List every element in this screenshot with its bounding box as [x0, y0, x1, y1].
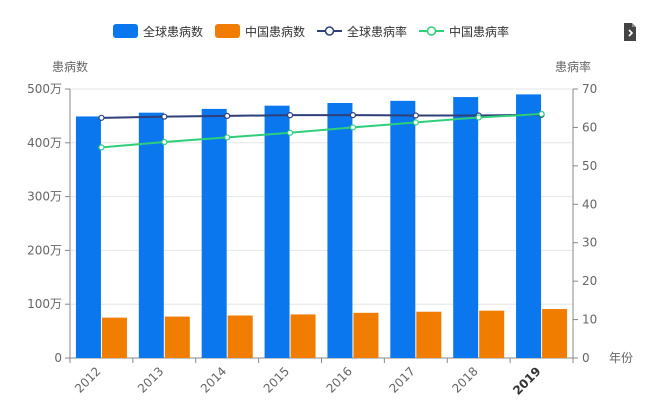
x-tick-label: 2018: [449, 364, 480, 395]
y-tick-label: 400万: [27, 136, 62, 150]
y2-tick-label: 60: [582, 120, 597, 134]
y2-tick-label: 10: [582, 313, 597, 327]
bar-global-count: [264, 105, 290, 358]
bar-china-count: [479, 310, 505, 358]
y-tick-label: 100万: [27, 297, 62, 311]
bar-global-count: [138, 112, 164, 358]
bar-global-count: [453, 97, 479, 358]
bar-china-count: [416, 311, 442, 358]
point-china-rate: [475, 114, 482, 121]
legend-swatch-global-rate: [317, 26, 343, 36]
x-tick-label: 2014: [198, 364, 229, 395]
x-tick-label: 2016: [324, 364, 355, 395]
x-axis-title: 年份: [609, 351, 633, 365]
legend-item-china-count[interactable]: 中国患病数: [215, 23, 305, 40]
legend-swatch-china-rate: [419, 26, 445, 36]
y-axis-title: 患病数: [52, 59, 88, 74]
bar-global-count: [327, 102, 353, 358]
y-tick-label: 300万: [27, 190, 62, 204]
bar-global-count: [516, 94, 542, 358]
bar-global-count: [390, 100, 416, 358]
legend-item-china-rate[interactable]: 中国患病率: [419, 23, 509, 40]
point-global-rate: [98, 114, 105, 121]
point-global-rate: [349, 112, 357, 119]
y2-tick-label: 30: [582, 236, 597, 250]
point-china-rate: [224, 134, 231, 141]
x-tick-label: 2012: [72, 364, 103, 395]
y2-axis-title: 患病率: [555, 59, 591, 74]
bar-global-count: [75, 116, 101, 358]
bar-global-count: [201, 108, 227, 358]
chart-legend: 全球患病数 中国患病数 全球患病率 中国患病率: [113, 22, 509, 40]
legend-label-global-rate: 全球患病率: [347, 24, 408, 39]
legend-label-global-count: 全球患病数: [143, 24, 204, 39]
legend-swatch-china-count: [215, 24, 241, 38]
legend-item-global-rate[interactable]: 全球患病率: [317, 23, 407, 40]
point-china-rate: [98, 144, 105, 151]
bar-china-count: [353, 312, 379, 358]
line-global-rate: [101, 113, 542, 119]
y2-tick-label: 20: [582, 274, 597, 288]
y2-tick-label: 0: [582, 351, 590, 365]
y-tick-label: 500万: [27, 82, 62, 96]
x-tick-label: 2019: [510, 364, 544, 398]
y2-tick-label: 40: [582, 197, 597, 211]
line-china-rate: [101, 112, 542, 149]
point-china-rate: [349, 124, 357, 131]
bar-china-count: [542, 309, 568, 358]
y-tick-label: 0: [54, 351, 62, 365]
x-tick-label: 2017: [386, 364, 417, 395]
point-china-rate: [538, 110, 545, 118]
legend-label-china-count: 中国患病数: [245, 24, 306, 39]
legend-swatch-global-count: [113, 24, 138, 38]
legend-item-global-count[interactable]: 全球患病数: [113, 23, 203, 40]
x-tick-label: 2015: [261, 364, 292, 395]
bar-china-count: [164, 316, 190, 358]
y-tick-label: 200万: [27, 243, 62, 257]
y2-tick-label: 70: [582, 82, 597, 96]
point-global-rate: [224, 112, 231, 120]
bar-china-count: [227, 315, 253, 358]
save-as-image-icon[interactable]: [620, 22, 640, 42]
bar-china-count: [101, 317, 127, 358]
x-tick-label: 2013: [135, 364, 166, 395]
bar-china-count: [290, 314, 316, 358]
y2-tick-label: 50: [582, 159, 597, 173]
point-global-rate: [412, 112, 419, 119]
point-china-rate: [412, 119, 419, 126]
point-china-rate: [161, 138, 168, 146]
point-global-rate: [286, 112, 294, 119]
point-china-rate: [286, 129, 294, 136]
point-global-rate: [161, 113, 168, 120]
legend-label-china-rate: 中国患病率: [449, 24, 510, 39]
